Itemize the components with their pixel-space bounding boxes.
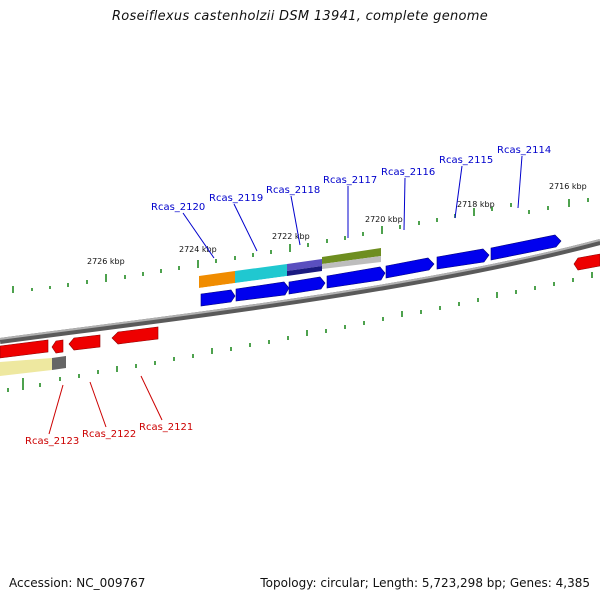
gene-label-rcas-2115: Rcas_2115	[439, 155, 493, 166]
gene-label-rcas-2117: Rcas_2117	[323, 175, 377, 186]
inner-tick-ring	[7, 272, 593, 392]
scale-label: 2726 kbp	[87, 257, 125, 266]
scale-label: 2720 kbp	[365, 215, 403, 224]
reverse-genes	[0, 253, 600, 359]
genome-backbone	[0, 239, 600, 344]
forward-genes	[200, 234, 562, 307]
genome-backbone-highlight	[0, 239, 600, 340]
gene-label-rcas-2120: Rcas_2120	[151, 202, 205, 213]
scale-label: 2722 kbp	[272, 232, 310, 241]
scale-label: 2724 kbp	[179, 245, 217, 254]
map-title: Roseiflexus castenholzii DSM 13941, comp…	[111, 9, 489, 24]
genome-summary-text: Topology: circular; Length: 5,723,298 bp…	[260, 576, 590, 590]
accession-text: Accession: NC_009767	[9, 576, 146, 590]
gene-label-rcas-2118: Rcas_2118	[266, 185, 320, 196]
outer-tick-ring	[12, 198, 589, 293]
lower-feature-track	[0, 356, 66, 376]
gene-label-rcas-2121: Rcas_2121	[139, 422, 193, 433]
gene-label-rcas-2123: Rcas_2123	[25, 436, 79, 447]
forward-label-leaders	[182, 155, 523, 259]
gene-label-rcas-2114: Rcas_2114	[497, 145, 551, 156]
scale-label: 2718 kbp	[457, 200, 495, 209]
gene-label-rcas-2122: Rcas_2122	[82, 429, 136, 440]
gene-label-rcas-2119: Rcas_2119	[209, 193, 263, 204]
scale-label: 2716 kbp	[549, 182, 587, 191]
reverse-label-leaders	[48, 375, 163, 435]
gene-label-rcas-2116: Rcas_2116	[381, 167, 435, 178]
upper-feature-track	[199, 248, 381, 292]
